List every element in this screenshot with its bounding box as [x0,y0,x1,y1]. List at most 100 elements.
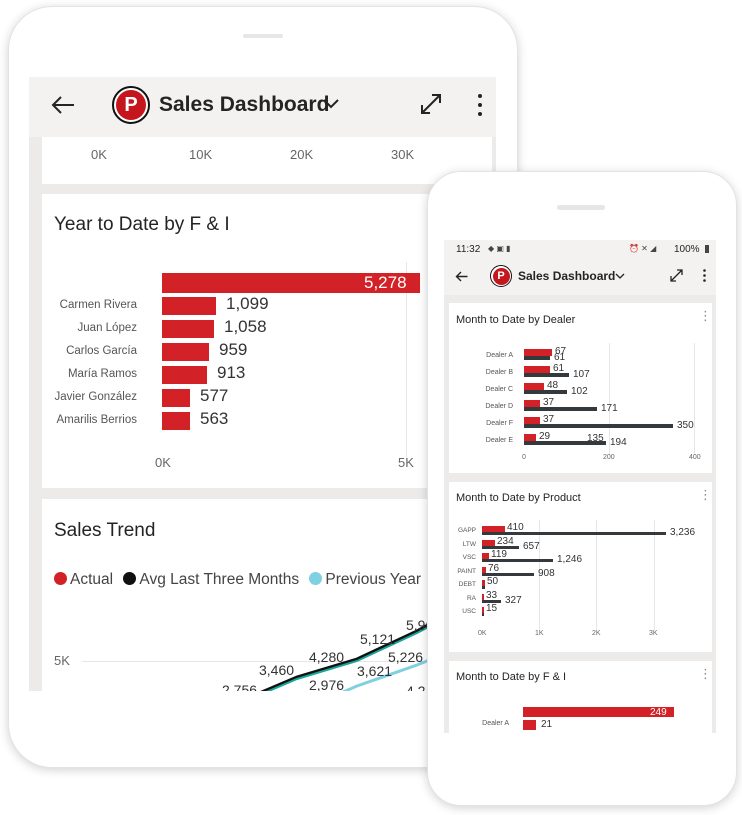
bar-top[interactable] [162,273,420,293]
bar-value: 102 [571,386,588,397]
battery-icon [705,245,709,253]
category-label: Carmen Rivera [59,299,137,311]
bar-target[interactable] [524,407,597,411]
bar[interactable] [162,320,214,338]
expand-icon[interactable] [420,93,442,115]
bar-value: 1,099 [226,294,269,313]
x-axis-tick: 3K [649,630,658,637]
top-axis-tick: 20K [290,147,314,162]
mtd-dealer-card[interactable]: Month to Date by Dealer ⋮ Dealer A 67 61 De… [449,303,712,473]
bar-value: 908 [538,568,555,579]
bar-target[interactable] [524,373,569,377]
category-label: Dealer A [482,720,509,727]
legend-item[interactable]: Previous Year [309,571,421,588]
app-title[interactable]: Sales Dashboard [159,93,330,116]
bar-actual[interactable] [482,607,484,613]
ytd-fi-card[interactable]: Year to Date by F & I 5,278 Carmen River… [42,194,492,488]
gridline [609,343,610,455]
bar-actual[interactable] [524,434,536,441]
bar-value: 3,236 [670,527,696,538]
bar[interactable] [162,297,216,315]
bar-value: 37 [543,414,555,425]
x-axis-tick: 400 [689,454,701,461]
category-label: Dealer D [485,403,513,410]
gridline [82,661,496,662]
more-options-icon[interactable] [478,94,482,116]
bar-target[interactable] [482,613,484,616]
category-label: RA [466,595,476,602]
bar-actual[interactable] [482,594,484,600]
more-options-icon[interactable] [703,269,706,282]
chevron-down-icon[interactable] [615,273,625,279]
category-label: DEBT [458,581,476,588]
tablet-header: P Sales Dashboard [29,77,496,137]
bar-actual[interactable] [524,383,544,390]
bar-target[interactable] [482,600,501,603]
bar-actual[interactable] [524,366,550,373]
category-label: Amarilis Berrios [56,414,137,426]
card-title: Year to Date by F & I [54,214,230,235]
bar[interactable] [162,343,209,361]
bar-value: 913 [217,363,246,382]
data-label: 2,756 [222,682,258,691]
chevron-down-icon[interactable] [323,99,339,109]
data-label: 4,24 [406,683,434,691]
bar[interactable] [162,389,190,407]
top-axis-tick: 10K [189,147,213,162]
sales-trend-card[interactable]: Sales Trend Actual Avg Last Three Months… [42,499,496,691]
legend-dot-icon [54,572,67,585]
bar-value: 234 [497,536,514,547]
legend-label: Avg Last Three Months [139,571,300,588]
bar[interactable] [162,366,207,384]
phone-device: 11:32 ◆ ▣ ▮ ⏰ ✕ ◢ 100% P Sales Dashboard… [427,171,737,806]
bar-value: 350 [677,420,694,431]
data-label: 3,621 [357,663,393,679]
card-title: Month to Date by Product [456,492,581,504]
bar-actual[interactable] [482,540,495,546]
card-menu-icon[interactable]: ⋮ [699,666,712,681]
bar-target[interactable] [482,546,519,549]
bar-actual[interactable] [524,349,552,356]
card-menu-icon[interactable]: ⋮ [699,308,712,323]
mtd-product-card[interactable]: Month to Date by Product ⋮ GAPP 410 3,236 L… [449,482,712,652]
bar-target[interactable] [482,586,485,589]
phone-screen: 11:32 ◆ ▣ ▮ ⏰ ✕ ◢ 100% P Sales Dashboard… [444,240,716,733]
category-label: Dealer F [486,420,513,427]
data-label: 3,460 [259,662,295,678]
bar-target[interactable] [524,424,673,428]
gridline [694,343,695,455]
legend-dot-icon [309,572,323,585]
bar-target[interactable] [482,532,666,535]
bar-actual[interactable] [524,417,540,424]
bar-actual[interactable] [482,526,505,532]
bar-actual[interactable] [524,400,540,407]
legend-item[interactable]: Actual [54,571,113,588]
mtd-fi-card[interactable]: Month to Date by F & I ⋮ Dealer A 249 21 [449,661,712,733]
bar[interactable] [162,412,190,430]
legend-label: Actual [70,571,114,588]
bar-target[interactable] [482,573,534,576]
bar-actual[interactable] [482,567,486,573]
bar-value: 48 [547,380,559,391]
bar-actual[interactable] [482,580,485,586]
bar-value: 959 [219,340,248,359]
back-arrow-icon[interactable] [455,271,468,282]
bar-target[interactable] [524,441,606,445]
bar-target[interactable] [524,356,550,360]
bar-actual[interactable] [482,553,489,559]
bar-value: 33 [486,590,498,601]
bar-fi-b[interactable] [523,720,536,730]
app-title[interactable]: Sales Dashboard [518,269,616,283]
bar-target[interactable] [482,559,553,562]
phone-speaker [557,205,605,210]
back-arrow-icon[interactable] [51,95,75,115]
legend-item[interactable]: Avg Last Three Months [123,571,299,588]
data-label: 2,976 [309,677,345,691]
app-logo-letter: P [497,270,505,282]
bar-target[interactable] [524,390,567,394]
card-menu-icon[interactable]: ⋮ [699,487,712,502]
expand-icon[interactable] [670,269,683,282]
gridline [596,520,597,630]
bar-fi-a[interactable] [523,707,674,717]
bar-value: 194 [610,437,627,448]
